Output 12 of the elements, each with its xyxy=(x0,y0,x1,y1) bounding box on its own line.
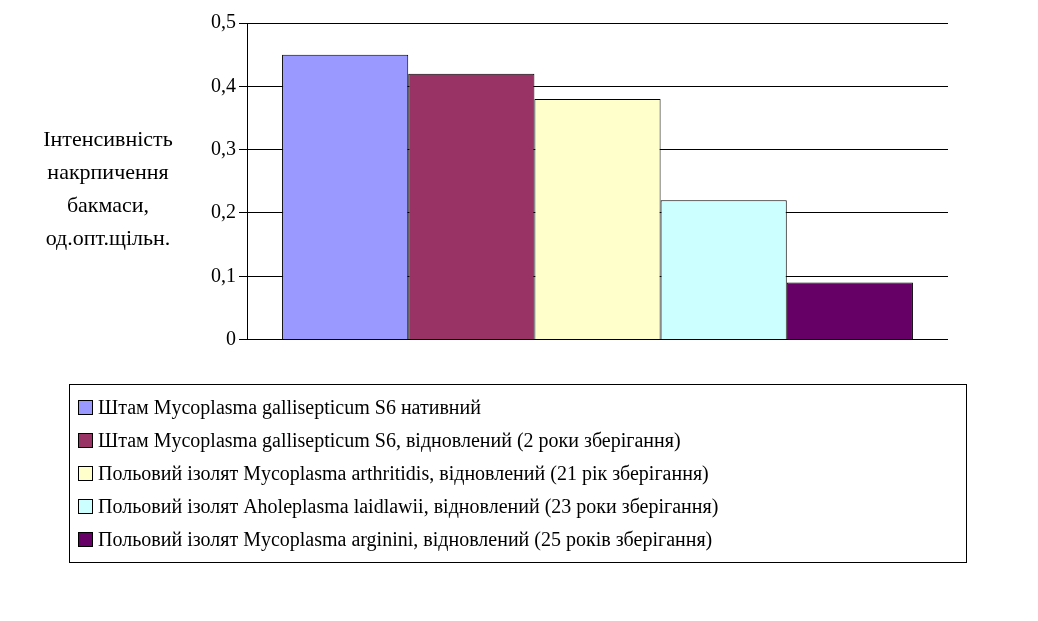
y-tick-label: 0,3 xyxy=(211,136,236,159)
legend-label: Польовий ізолят Mycoplasma arginini, відновлений (25 років зберігання) xyxy=(98,527,713,553)
y-tick-label: 0 xyxy=(226,326,236,349)
legend-label: Польовий ізолят Aholeplasma laidlawii, відновлений (23 роки зберігання) xyxy=(98,494,719,520)
y-tick-label: 0,5 xyxy=(211,10,236,33)
y-axis-title: Інтенсивність накрпичення бакмаси, од.опт.щільн. xyxy=(42,125,174,252)
y-tick-label: 0,1 xyxy=(211,263,236,286)
legend-label: Польовий ізолят Mycoplasma arthritidis, відновлений (21 рік зберігання) xyxy=(98,461,709,487)
legend-label: Штам Mycoplasma gallisepticum S6, відновлений (2 роки зберігання) xyxy=(98,428,681,454)
y-tick-label: 0,4 xyxy=(211,73,236,96)
y-tick-label: 0,2 xyxy=(211,200,236,223)
legend-label: Штам Mycoplasma gallisepticum S6 нативний xyxy=(98,395,481,421)
